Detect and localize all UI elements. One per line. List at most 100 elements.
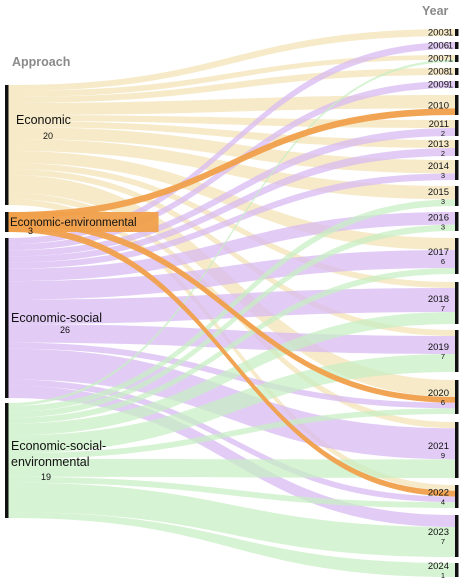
flow-economic-social-2006 (8, 42, 455, 245)
year-count: 7 (441, 537, 445, 546)
year-label: 2014 (428, 161, 449, 172)
year-node-2008 (455, 68, 459, 75)
year-label: 2023 (428, 527, 449, 538)
year-count: 6 (441, 398, 445, 407)
flow-economic-2007 (8, 55, 455, 97)
approach-highlight-economic-environmental (8, 212, 159, 232)
flow-economic-environmental-2022 (8, 225, 455, 497)
flow-economic-social-2017 (8, 250, 455, 300)
year-node-2015 (455, 186, 459, 206)
year-count: 2 (441, 129, 445, 138)
node-layer (5, 29, 459, 577)
year-label: 2013 (428, 139, 449, 150)
year-label: 2009 (428, 80, 449, 91)
flow-economic-social-environmental-2017 (8, 268, 455, 424)
approach-label: environmental (11, 455, 90, 469)
year-node-2010 (455, 95, 459, 115)
year-node-2019 (455, 330, 459, 372)
right-axis-title: Year (422, 4, 449, 18)
year-count: 2 (441, 149, 445, 158)
year-label: 2018 (428, 294, 449, 305)
year-label: 2010 (428, 101, 449, 112)
year-count: 4 (441, 498, 445, 507)
flow-economic-social-environmental-2023 (8, 482, 455, 557)
year-node-2018 (455, 282, 459, 324)
flow-economic-2017 (8, 151, 455, 250)
year-label: 2019 (428, 342, 449, 353)
year-node-2014 (455, 160, 459, 180)
flow-economic-social-2022 (8, 379, 455, 503)
year-node-2009 (455, 81, 459, 88)
flow-economic-2020 (8, 175, 455, 397)
year-label: 2020 (428, 388, 449, 399)
label-layer: Approach Year Economic 20 Economic-environ… (10, 4, 453, 578)
approach-count: 3 (28, 226, 33, 236)
approach-node-economic-social (5, 238, 9, 398)
year-label: 2016 (428, 213, 449, 224)
year-label: 2008 (428, 67, 449, 78)
year-node-2007 (455, 55, 459, 62)
flow-economic-social-2019 (8, 324, 455, 354)
year-count: 6 (441, 257, 445, 266)
flow-economic-social-2023 (8, 385, 455, 527)
year-count: 3 (441, 223, 445, 232)
year-count: 3 (441, 197, 445, 206)
year-label: 2024 (428, 561, 449, 572)
approach-count: 20 (43, 131, 53, 141)
flow-economic-social-environmental-2024 (8, 512, 455, 577)
year-label: 2003 (428, 28, 449, 39)
year-count: 3 (441, 171, 445, 180)
year-count: 1 (448, 54, 453, 64)
flow-economic-social-environmental-2015 (8, 199, 455, 412)
year-label: 2015 (428, 187, 449, 198)
approach-label: Economic-environmental (10, 217, 137, 229)
flow-economic-social-2011 (8, 128, 455, 257)
year-node-2020 (455, 380, 459, 414)
year-node-2011 (455, 120, 459, 136)
year-label: 2006 (428, 41, 449, 52)
flow-layer (8, 29, 455, 577)
year-node-2003 (455, 29, 459, 36)
flow-economic-social-environmental-2020 (8, 408, 455, 460)
flow-economic-social-environmental-2022 (8, 476, 455, 508)
approach-node-economic-environmental (5, 212, 9, 232)
flow-economic-social-2014 (8, 173, 455, 269)
flow-economic-2018 (8, 163, 455, 288)
approach-count: 19 (41, 472, 51, 482)
year-node-2017 (455, 238, 459, 274)
flow-economic-social-2013 (8, 148, 455, 263)
year-count: 1 (448, 28, 453, 38)
year-count: 7 (441, 304, 445, 313)
approach-label: Economic (16, 113, 71, 127)
approach-node-economic (5, 85, 9, 205)
approach-count: 26 (60, 325, 70, 335)
flow-economic-social-2016 (8, 212, 455, 282)
year-node-2016 (455, 212, 459, 231)
year-count: 7 (441, 352, 445, 361)
flow-economic-environmental-2020 (8, 218, 455, 403)
year-count: 1 (448, 41, 453, 51)
year-node-2023 (455, 515, 459, 557)
year-node-2024 (455, 563, 459, 577)
flow-economic-2008 (8, 68, 455, 103)
flow-economic-2003 (8, 29, 455, 91)
flow-economic-environmental-2010 (8, 108, 455, 219)
year-count: 1 (448, 67, 453, 77)
flow-economic-social-environmental-2016 (8, 224, 455, 418)
year-label: 2022 (428, 488, 449, 499)
year-label: 2021 (428, 441, 449, 452)
flow-economic-social-environmental-2018 (8, 312, 455, 436)
year-node-2006 (455, 42, 459, 49)
year-count: 1 (441, 571, 445, 578)
year-count: 9 (441, 451, 445, 460)
year-label: 2011 (429, 119, 449, 130)
flow-economic-social-environmental-2007 (8, 59, 455, 406)
year-node-2021 (455, 422, 459, 478)
year-label: 2017 (428, 247, 449, 258)
approach-node-economic-social-environmental (5, 403, 9, 518)
approach-label: Economic-social (11, 311, 102, 325)
year-count: 1 (448, 80, 453, 90)
year-label: 2007 (428, 54, 449, 65)
year-node-2013 (455, 140, 459, 156)
